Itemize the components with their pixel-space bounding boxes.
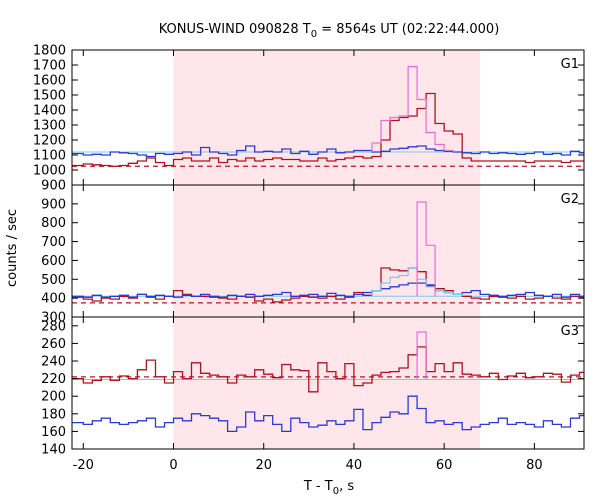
- panel-frame-g3: [71, 316, 585, 450]
- y-tick-label: 800: [41, 216, 66, 231]
- y-tick-label: 900: [41, 197, 66, 212]
- panel-label-g2: G2: [561, 192, 579, 207]
- series-blue-g3: [72, 395, 584, 433]
- y-tick-label: 400: [41, 292, 66, 307]
- y-tick-label: 1000: [33, 164, 66, 179]
- panel-label-g3: G3: [561, 324, 579, 339]
- y-tick-label: 1800: [33, 44, 66, 59]
- chart-title: KONUS-WIND 090828 T0 = 8564s UT (02:22:4…: [159, 22, 500, 40]
- x-tick-label: -20: [73, 458, 94, 473]
- y-tick-label: 1400: [33, 104, 66, 119]
- y-tick-label: 900: [41, 179, 66, 194]
- y-tick-label: 260: [41, 337, 66, 352]
- y-tick-label: 240: [41, 355, 66, 370]
- series-pink-g3: [416, 331, 427, 380]
- y-tick-label: 280: [41, 319, 66, 334]
- series-blue-g2: [72, 282, 584, 298]
- x-tick-label: 0: [169, 458, 177, 473]
- series-red-g2: [72, 267, 584, 303]
- panel-label-g1: G1: [561, 57, 579, 72]
- x-tick-label: 60: [436, 458, 453, 473]
- x-axis-title: T - T0, s: [303, 479, 354, 497]
- y-tick-label: 140: [41, 443, 66, 458]
- y-tick-label: 300: [41, 311, 66, 326]
- y-tick-label: 1600: [33, 74, 66, 89]
- x-tick-label: 40: [346, 458, 363, 473]
- y-tick-label: 1700: [33, 59, 66, 74]
- y-tick-label: 180: [41, 407, 66, 422]
- y-tick-label: 600: [41, 254, 66, 269]
- y-tick-label: 1100: [33, 149, 66, 164]
- series-pink-g1: [371, 65, 454, 152]
- series-blue-g1: [72, 145, 584, 158]
- y-axis-title: counts / sec: [5, 209, 20, 287]
- y-tick-label: 1200: [33, 134, 66, 149]
- y-tick-label: 1500: [33, 89, 66, 104]
- y-tick-label: 1300: [33, 119, 66, 134]
- series-red-g3: [72, 346, 584, 393]
- x-tick-label: 20: [255, 458, 272, 473]
- y-tick-label: 700: [41, 235, 66, 250]
- x-tick-label: 80: [526, 458, 543, 473]
- y-tick-label: 160: [41, 425, 66, 440]
- y-tick-label: 200: [41, 390, 66, 405]
- series-pink-g2: [416, 201, 436, 297]
- series-red-g1: [72, 92, 584, 167]
- y-tick-label: 220: [41, 372, 66, 387]
- burst-interval-highlight: [173, 50, 481, 449]
- plot-area: 900100011001200130014001500160017001800G…: [33, 44, 585, 473]
- y-tick-label: 500: [41, 273, 66, 288]
